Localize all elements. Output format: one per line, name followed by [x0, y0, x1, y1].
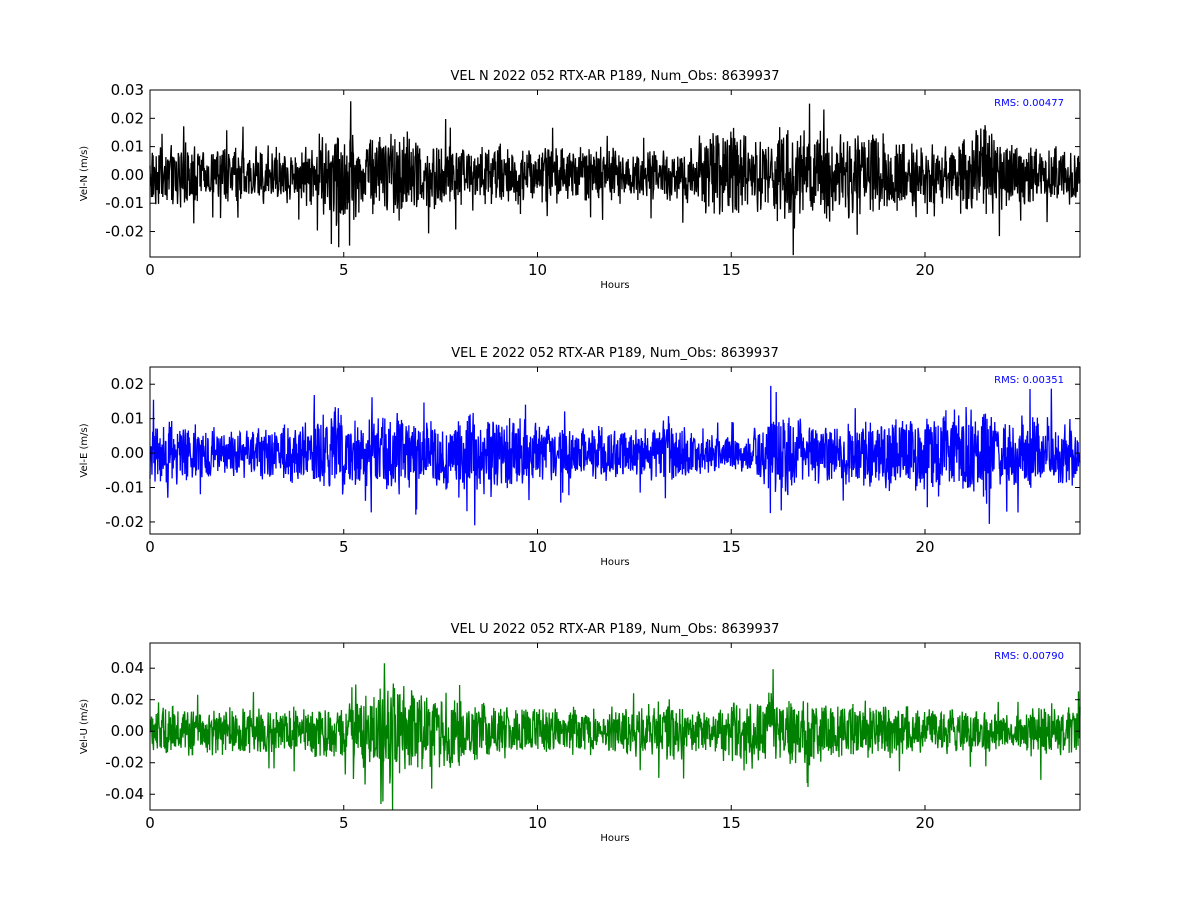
x-axis-label: Hours — [600, 557, 629, 568]
y-tick-label: 0.00 — [111, 166, 144, 184]
x-tick-label: 5 — [339, 814, 349, 832]
plot-frame — [149, 366, 1081, 535]
x-tick-label: 20 — [915, 814, 934, 832]
y-tick-label: -0.02 — [105, 754, 144, 772]
north-velocity-chart: VEL N 2022 052 RTX-AR P189, Num_Obs: 863… — [79, 69, 1081, 291]
y-tick-label: 0.00 — [111, 722, 144, 740]
x-axis-label: Hours — [600, 833, 629, 844]
rms-annotation: RMS: 0.00790 — [994, 651, 1064, 662]
chart-title: VEL N 2022 052 RTX-AR P189, Num_Obs: 863… — [451, 69, 780, 84]
x-tick-label: 0 — [145, 261, 155, 279]
y-tick-label: -0.01 — [105, 479, 144, 497]
x-tick-label: 15 — [722, 814, 741, 832]
x-tick-label: 10 — [528, 538, 547, 556]
x-tick-label: 5 — [339, 538, 349, 556]
east-velocity-panel: VEL E 2022 052 RTX-AR P189, Num_Obs: 863… — [0, 332, 1200, 622]
velocity-series-line — [149, 385, 1081, 526]
y-tick-label: -0.02 — [105, 513, 144, 531]
up-velocity-panel: VEL U 2022 052 RTX-AR P189, Num_Obs: 863… — [0, 608, 1200, 898]
up-velocity-chart: VEL U 2022 052 RTX-AR P189, Num_Obs: 863… — [79, 622, 1081, 844]
x-tick-label: 10 — [528, 814, 547, 832]
y-tick-label: 0.00 — [111, 444, 144, 462]
y-tick-label: -0.04 — [105, 785, 144, 803]
y-tick-label: 0.02 — [111, 109, 144, 127]
rms-annotation: RMS: 0.00477 — [994, 98, 1064, 109]
x-tick-label: 5 — [339, 261, 349, 279]
velocity-series-line — [149, 101, 1081, 256]
y-axis-label: Vel-U (m/s) — [79, 699, 90, 754]
x-tick-label: 20 — [915, 538, 934, 556]
north-velocity-panel: VEL N 2022 052 RTX-AR P189, Num_Obs: 863… — [0, 55, 1200, 345]
rms-annotation: RMS: 0.00351 — [994, 375, 1064, 386]
y-tick-label: -0.02 — [105, 223, 144, 241]
plot-frame — [149, 89, 1081, 258]
y-axis-label: Vel-N (m/s) — [79, 146, 90, 201]
y-tick-label: 0.02 — [111, 691, 144, 709]
east-velocity-chart: VEL E 2022 052 RTX-AR P189, Num_Obs: 863… — [79, 346, 1081, 568]
x-tick-label: 15 — [722, 261, 741, 279]
x-tick-label: 0 — [145, 538, 155, 556]
y-axis-label: Vel-E (m/s) — [79, 423, 90, 477]
x-tick-label: 0 — [145, 814, 155, 832]
plot-frame — [149, 642, 1081, 811]
x-tick-label: 10 — [528, 261, 547, 279]
chart-title: VEL E 2022 052 RTX-AR P189, Num_Obs: 863… — [451, 346, 778, 361]
y-tick-label: 0.02 — [111, 375, 144, 393]
y-tick-label: 0.01 — [111, 410, 144, 428]
chart-title: VEL U 2022 052 RTX-AR P189, Num_Obs: 863… — [451, 622, 780, 637]
velocity-series-line — [149, 663, 1081, 810]
x-tick-label: 15 — [722, 538, 741, 556]
y-tick-label: 0.04 — [111, 659, 144, 677]
y-tick-label: -0.01 — [105, 194, 144, 212]
x-tick-label: 20 — [915, 261, 934, 279]
y-tick-label: 0.03 — [111, 81, 144, 99]
y-tick-label: 0.01 — [111, 138, 144, 156]
x-axis-label: Hours — [600, 280, 629, 291]
